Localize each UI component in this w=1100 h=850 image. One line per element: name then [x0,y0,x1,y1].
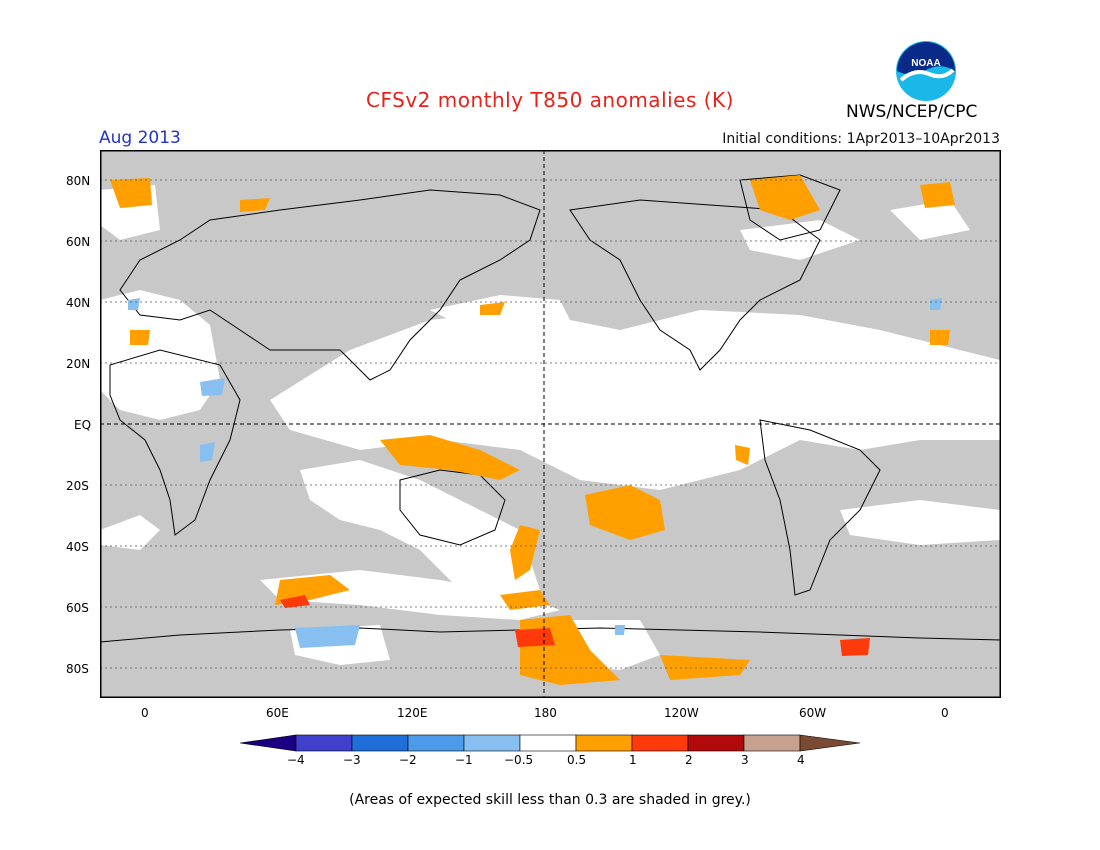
lon-label: 120E [397,706,428,720]
legend-label: 2 [685,753,693,767]
lat-label: EQ [74,418,92,432]
legend-label: −4 [287,753,305,767]
legend-swatch [575,734,633,752]
map-border [100,150,1001,698]
initial-conditions-label: Initial conditions: 1Apr2013–10Apr2013 [722,131,1000,147]
north-america-outline [569,199,821,371]
month-label: Aug 2013 [99,128,181,148]
lat-label: 40N [66,296,91,310]
lat-label: 20N [66,357,91,371]
legend-label: −3 [343,753,361,767]
legend-label: 3 [741,753,749,767]
strong-warm-anomalies [280,595,870,656]
lat-label: 20S [66,479,89,493]
legend-label: 0.5 [567,753,587,767]
color-legend [240,734,860,752]
legend-swatch [743,734,801,752]
africa-outline [109,349,241,536]
legend-label: −2 [399,753,417,767]
legend-arrow-right [799,734,860,752]
legend-swatch [631,734,689,752]
lon-label: 0 [941,706,949,720]
lon-label: 0 [141,706,149,720]
legend-swatch [407,734,465,752]
lon-label: 60W [799,706,827,720]
warm-anomalies [110,175,955,685]
legend-label: −0.5 [504,753,534,767]
noaa-logo: NOAA [896,41,956,101]
svg-text:NOAA: NOAA [911,58,940,69]
lat-label: 40S [66,540,89,554]
legend-label: 4 [797,753,805,767]
legend-arrow-left [240,734,297,752]
legend-swatch [463,734,521,752]
south-america-outline [759,419,881,596]
lon-label: 180 [534,706,557,720]
legend-swatch [519,734,577,752]
chart-title: CFSv2 monthly T850 anomalies (K) [366,88,734,112]
lat-label: 60N [66,235,91,249]
lat-label: 80N [66,174,91,188]
legend-label: 1 [629,753,637,767]
legend-swatch [351,734,409,752]
legend-label: −1 [455,753,473,767]
anomaly-map [100,150,1001,698]
cool-anomalies [128,298,942,648]
australia-outline [399,469,506,546]
legend-swatch [295,734,353,752]
skill-footnote: (Areas of expected skill less than 0.3 a… [349,792,751,808]
gridlines [100,179,1001,669]
agency-label: NWS/NCEP/CPC [846,102,978,122]
lon-label: 60E [266,706,289,720]
legend-swatch [687,734,745,752]
lat-label: 60S [66,601,89,615]
lon-label: 120W [664,706,699,720]
eurasia-outline [119,189,541,381]
lat-label: 80S [66,662,89,676]
